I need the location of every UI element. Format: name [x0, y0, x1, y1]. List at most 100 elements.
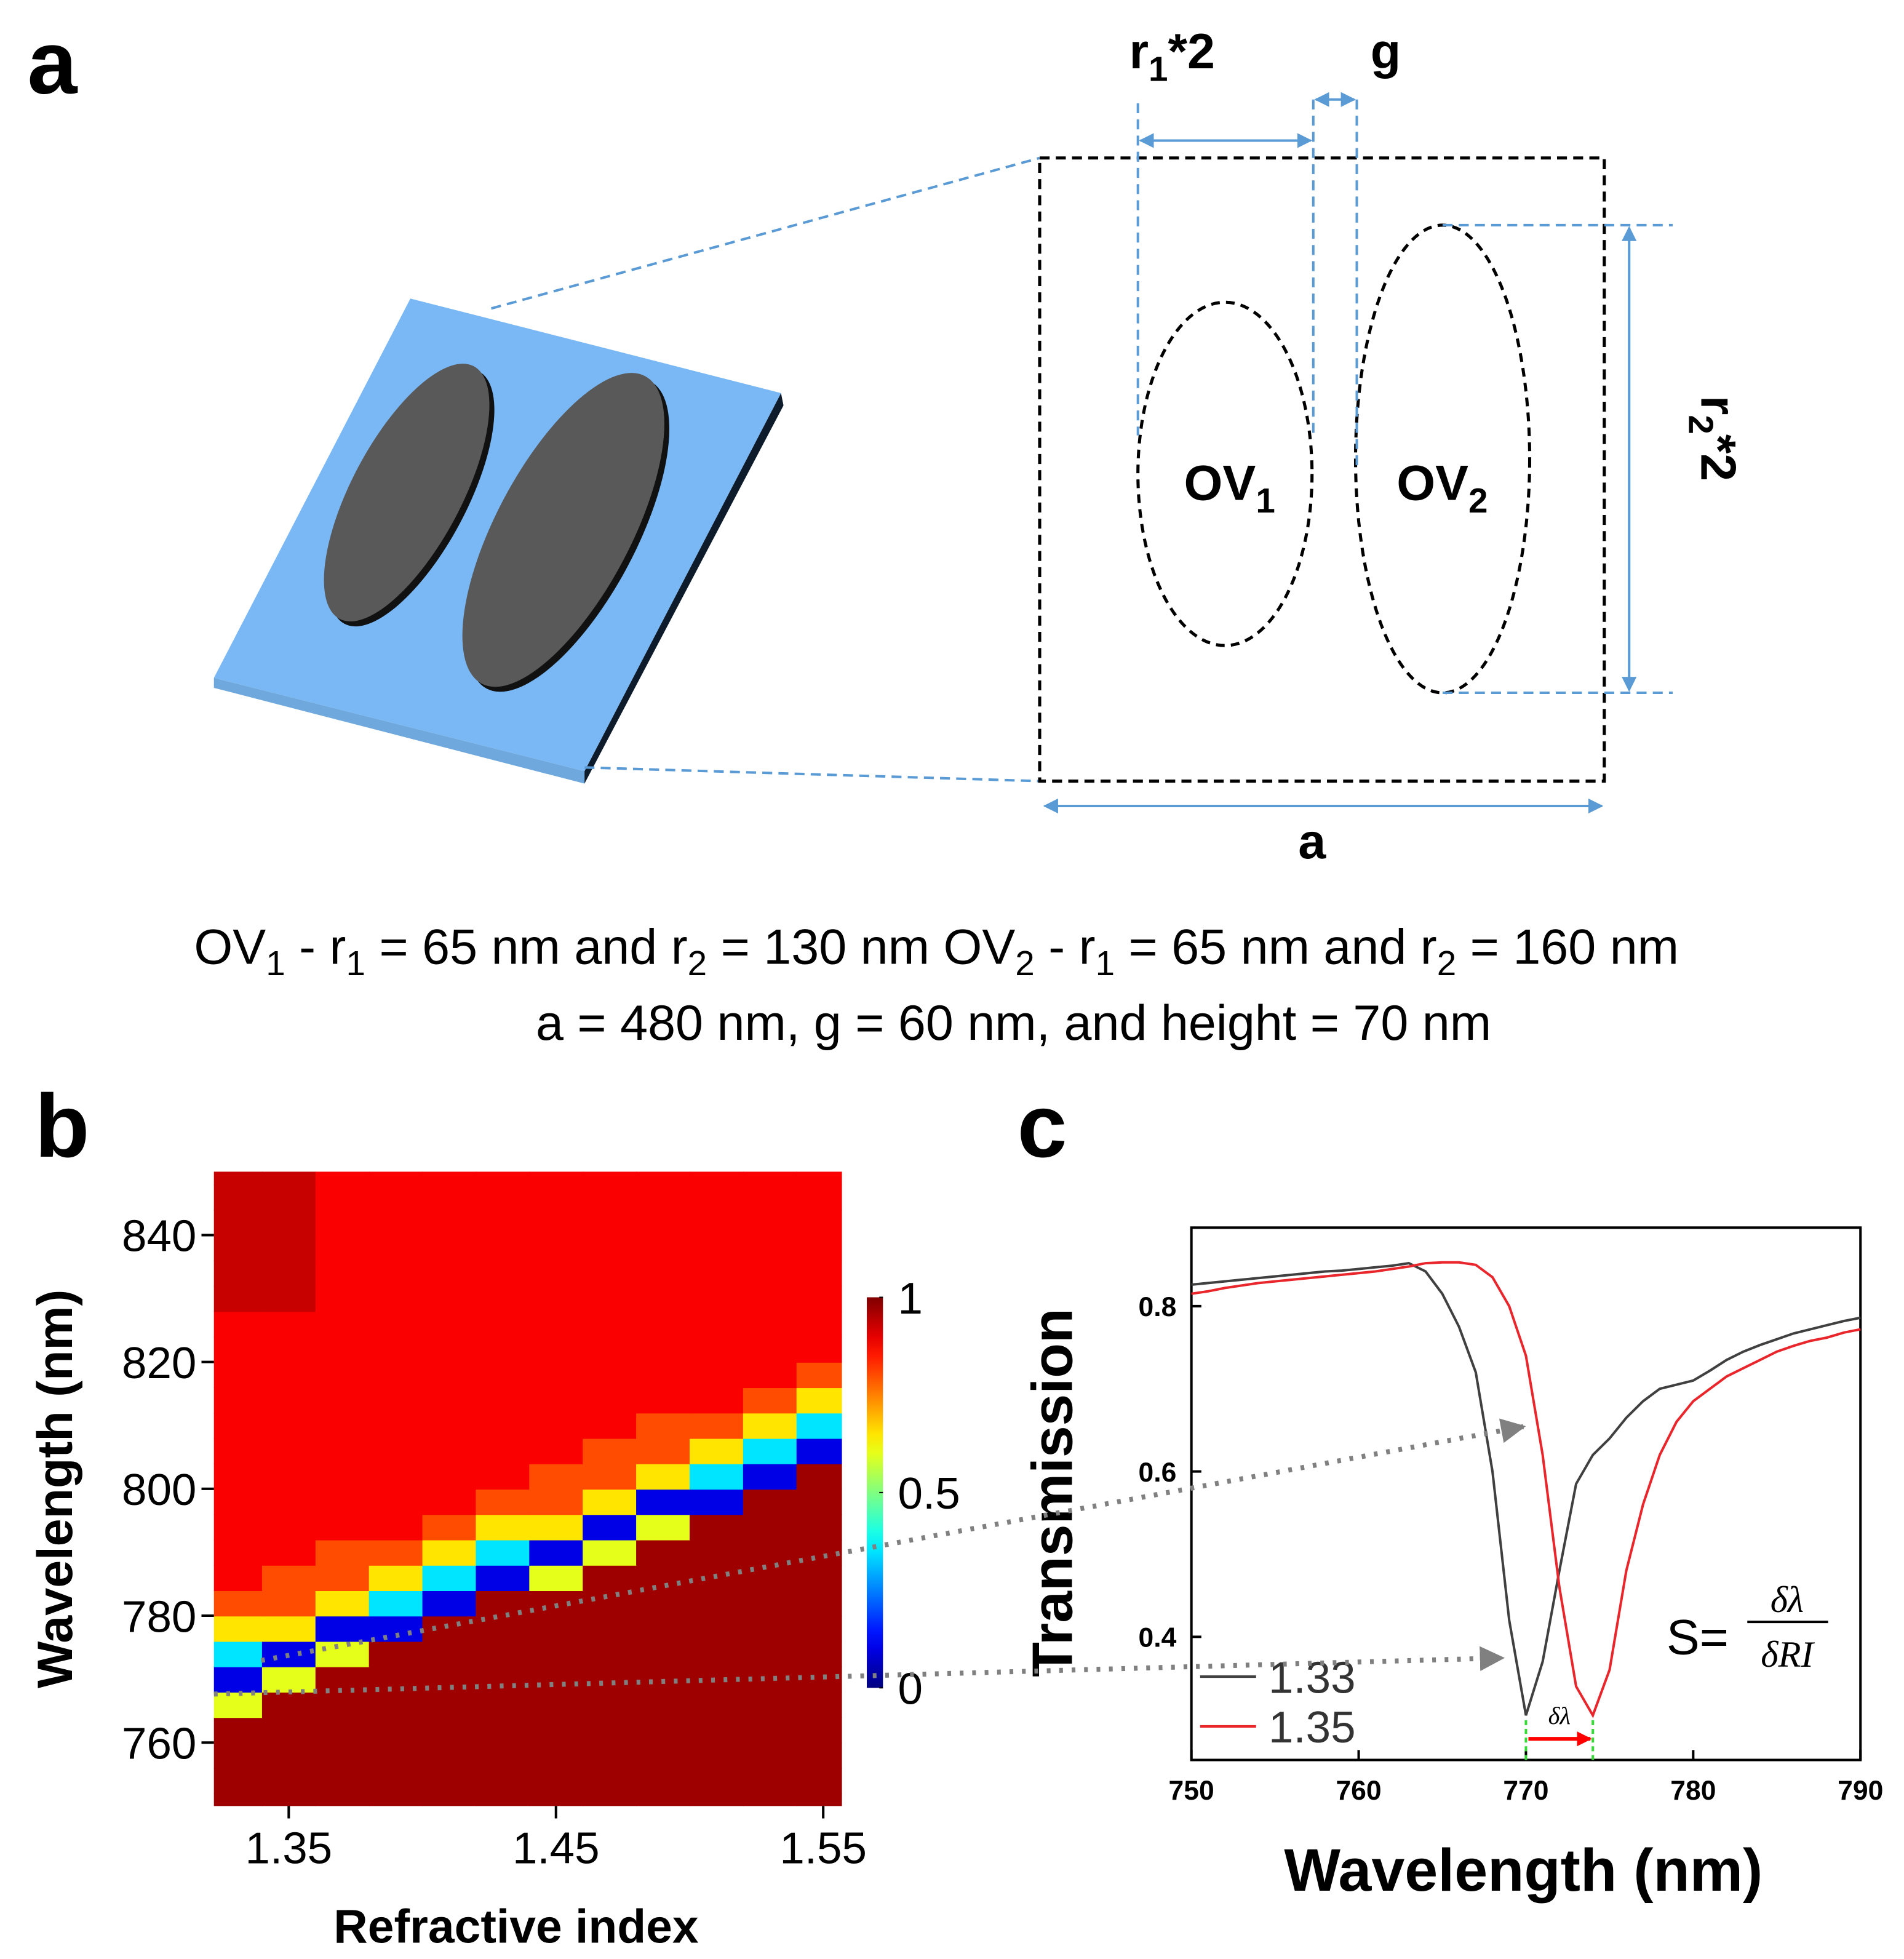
heatmap-cell — [261, 1235, 316, 1261]
heatmap-cell — [529, 1210, 584, 1236]
heatmap-cell — [583, 1235, 637, 1261]
heatmap-cell — [368, 1691, 423, 1718]
heatmap-cell — [583, 1413, 637, 1439]
heatmap-cell — [636, 1210, 691, 1236]
heatmap-cell — [261, 1311, 316, 1338]
heatmap-cell — [689, 1210, 744, 1236]
heatmap-cell — [583, 1514, 637, 1541]
heatmap-cell — [315, 1641, 370, 1667]
heatmap-cell — [422, 1311, 477, 1338]
heatmap-cell — [529, 1171, 584, 1186]
heatmap-cell — [213, 1514, 263, 1541]
heatmap-cell — [689, 1387, 744, 1414]
heatmap-cell — [261, 1387, 316, 1414]
colorbar-tick-label: 1 — [898, 1274, 923, 1323]
heatmap-cell — [368, 1438, 423, 1464]
heatmap-cell — [213, 1285, 263, 1312]
heatmap-cell — [213, 1742, 263, 1769]
label-part: OV — [1184, 456, 1256, 511]
heatmap-cell — [476, 1539, 530, 1566]
heatmap-cell — [796, 1616, 842, 1642]
oval — [462, 373, 664, 687]
heatmap-cell — [315, 1565, 370, 1591]
heatmap-cell — [743, 1488, 797, 1515]
heatmap-cell — [213, 1413, 263, 1439]
heatmap-cell — [796, 1514, 842, 1541]
panel-label: b — [35, 1075, 90, 1176]
heatmap-cell — [213, 1463, 263, 1490]
heatmap-cell — [213, 1362, 263, 1389]
heatmap-cell — [583, 1336, 637, 1363]
caption-subscript: 2 — [1437, 944, 1456, 983]
heatmap-cell — [213, 1768, 263, 1794]
dimension-lines — [1043, 92, 1673, 814]
heatmap-cell — [529, 1641, 584, 1667]
heatmap-cell — [422, 1768, 477, 1794]
heatmap-cell — [315, 1463, 370, 1490]
caption-line: OV1 - r1 = 65 nm and r2 = 130 nm OV2 - r… — [194, 920, 1679, 983]
heatmap-cell — [796, 1336, 842, 1363]
heatmap-cell — [743, 1413, 797, 1439]
heatmap-cell — [368, 1565, 423, 1591]
heatmap-cell — [476, 1565, 530, 1591]
heatmap-cell — [422, 1514, 477, 1541]
heatmap-cell — [743, 1616, 797, 1642]
heatmap-cell — [529, 1438, 584, 1464]
heatmap-cell — [315, 1362, 370, 1389]
heatmap-cell — [689, 1539, 744, 1566]
heatmap-cell — [213, 1666, 263, 1693]
caption-text: a = 480 nm, g = 60 nm, and height = 70 n… — [536, 995, 1491, 1051]
heatmap-cell — [476, 1742, 530, 1769]
heatmap-cell — [796, 1260, 842, 1287]
heatmap-cell — [743, 1742, 797, 1769]
heatmap-cell — [689, 1768, 744, 1794]
heatmap-cell — [368, 1717, 423, 1744]
oval — [324, 364, 490, 622]
heatmap-cell — [743, 1641, 797, 1667]
zoom-line — [584, 766, 1040, 783]
heatmap-cell — [261, 1488, 316, 1515]
y-tick-label: 840 — [122, 1211, 196, 1261]
caption-subscript: 2 — [688, 944, 707, 983]
heatmap-cell — [261, 1336, 316, 1363]
heatmap-cell — [261, 1793, 316, 1806]
heatmap-cell — [422, 1691, 477, 1718]
y-tick-label: 760 — [122, 1719, 196, 1769]
heatmap-cell — [529, 1768, 584, 1794]
heatmap-cell — [261, 1413, 316, 1439]
link-arrow — [260, 1418, 1526, 1663]
heatmap-cell — [422, 1184, 477, 1211]
heatmap-cell — [476, 1235, 530, 1261]
heatmap-cell — [796, 1488, 842, 1515]
caption-subscript: 1 — [1096, 944, 1115, 983]
y-tick-label: 0.8 — [1139, 1292, 1177, 1322]
heatmap-cell — [636, 1336, 691, 1363]
label-part: *2 — [1690, 434, 1745, 481]
heatmap-cell — [743, 1691, 797, 1718]
link-arrow — [213, 1646, 1505, 1697]
x-tick-label: 760 — [1336, 1776, 1381, 1806]
label-part: OV — [1396, 456, 1468, 511]
heatmap-cell — [529, 1717, 584, 1744]
heatmap-cell — [368, 1742, 423, 1769]
heatmap-cell — [636, 1793, 691, 1806]
unit-cell — [1038, 156, 1606, 783]
x-tick-label: 750 — [1169, 1776, 1214, 1806]
x-tick-label: 1.45 — [512, 1823, 600, 1873]
caption-text: = 65 nm and r — [365, 920, 688, 975]
heatmap-cell — [422, 1616, 477, 1642]
heatmap-cell — [315, 1691, 370, 1718]
heatmap-cell — [422, 1210, 477, 1236]
formula-lhs: S= — [1667, 1610, 1729, 1666]
heatmap-cell — [529, 1362, 584, 1389]
heatmap-cell — [636, 1742, 691, 1769]
label-subscript: 1 — [1256, 481, 1275, 520]
heatmap-cell — [368, 1171, 423, 1186]
heatmap-cell — [476, 1768, 530, 1794]
period-label: a — [1298, 814, 1326, 869]
x-tick-label: 1.35 — [245, 1823, 333, 1873]
shift-label: δλ — [1548, 1702, 1571, 1730]
formula-numerator: δλ — [1771, 1579, 1804, 1621]
heatmap-cell — [583, 1488, 637, 1515]
slab-side — [584, 393, 784, 784]
